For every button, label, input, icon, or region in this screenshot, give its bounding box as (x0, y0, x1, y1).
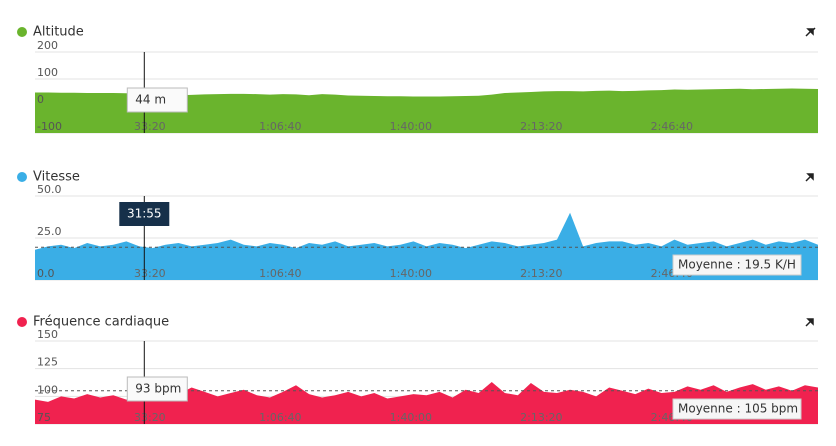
y-tick-label: 50.0 (37, 183, 62, 196)
mean-label: Moyenne : 105 bpm (678, 402, 798, 416)
area (35, 88, 818, 133)
x-tick-label: 1:40:00 (390, 120, 432, 133)
expand-icon[interactable] (805, 318, 814, 327)
x-tick-label: 1:40:00 (390, 411, 432, 424)
chart-title: Fréquence cardiaque (33, 315, 169, 330)
y-tick-label: 200 (37, 39, 58, 52)
y-tick-label: 125 (37, 356, 58, 369)
y-tick-label: 0 (37, 93, 44, 106)
chart-title: Altitude (33, 25, 84, 40)
mean-label-box (672, 398, 802, 420)
x-tick-label: 33:20 (134, 267, 166, 280)
x-tick-label: 2:46:40 (651, 120, 693, 133)
tooltip-label: 44 m (135, 93, 166, 107)
expand-icons (805, 27, 816, 327)
mean-label-box (672, 254, 802, 276)
chart-title: Vitesse (33, 170, 80, 185)
x-tick-label: 2:13:20 (520, 120, 562, 133)
chart-panel: Altitude -100 0 100 200 33:20 1:06:40 1:40:00 2:… (17, 25, 818, 134)
x-tick-label: 1:06:40 (259, 267, 301, 280)
x-tick-label: 33:20 (134, 120, 166, 133)
x-tick-label: 2:13:20 (520, 411, 562, 424)
x-tick-label: 2:13:20 (520, 267, 562, 280)
expand-icon[interactable] (805, 173, 814, 182)
mean-label: Moyenne : 19.5 K/H (678, 258, 796, 272)
y-tick-label: 75 (37, 411, 51, 424)
x-tick-label: 33:20 (134, 411, 166, 424)
y-tick-label: 100 (37, 66, 58, 79)
area (35, 381, 818, 424)
x-tick-label: 1:40:00 (390, 267, 432, 280)
chart-panel: Vitesse 0.0 25.0 50.0 33:20 1:06:40 1:40:00 2:1… (17, 170, 818, 281)
y-tick-label: 100 (37, 383, 58, 396)
tooltip-label: 93 bpm (135, 382, 181, 396)
tooltip-box (126, 376, 188, 402)
legend-dot (17, 27, 27, 37)
cursor-label: 31:55 (127, 207, 162, 221)
y-tick-label: 25.0 (37, 225, 62, 238)
x-tick-label: 1:06:40 (259, 120, 301, 133)
chart-panel: Fréquence cardiaque 75 100 125 150 33:20 1:06:… (17, 315, 818, 425)
cursor-label-box (119, 202, 170, 226)
legend-dot (17, 317, 27, 327)
area (35, 212, 818, 280)
y-tick-label: 0.0 (37, 267, 55, 280)
tooltip-box (126, 87, 188, 113)
legend-dot (17, 172, 27, 182)
y-tick-label: -100 (37, 120, 62, 133)
expand-icon[interactable] (805, 27, 816, 37)
y-tick-label: 150 (37, 328, 58, 341)
x-tick-label: 1:06:40 (259, 411, 301, 424)
